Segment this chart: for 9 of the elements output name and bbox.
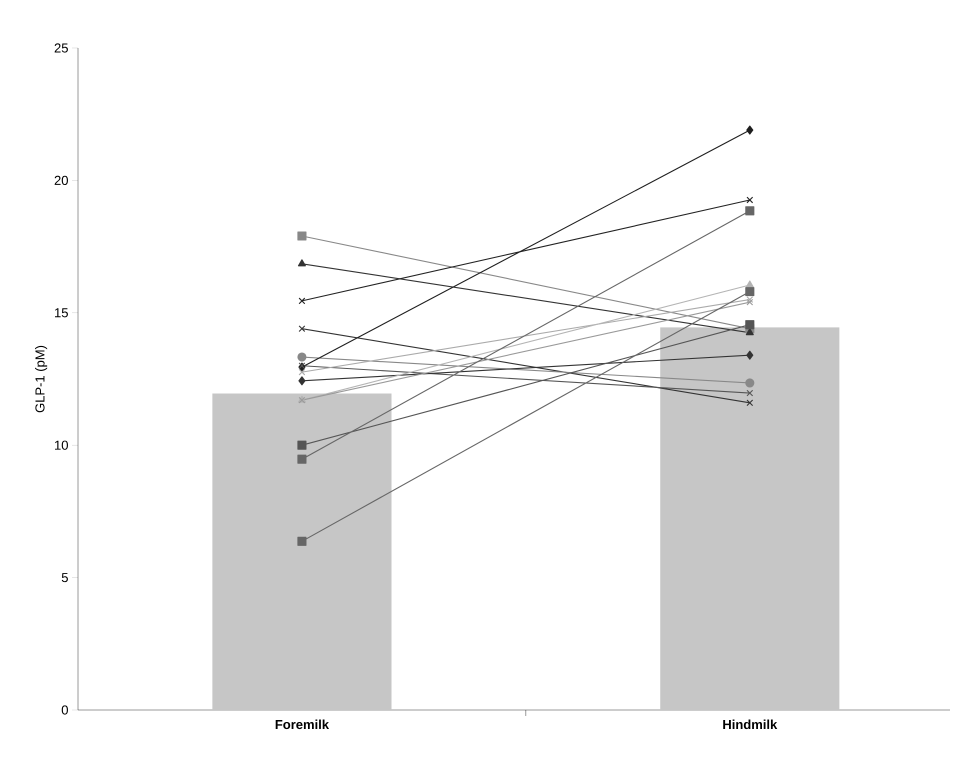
y-tick-label: 25	[54, 43, 68, 53]
y-tick-label: 15	[55, 308, 68, 318]
y-tick-label: 5	[62, 573, 68, 582]
y-tick-label: 20	[54, 176, 68, 185]
x-tick-label: Hindmilk	[723, 720, 778, 730]
y-tick-label: 10	[55, 440, 68, 450]
x-tick-label: Foremilk	[276, 720, 330, 730]
y-axis-title: GLP-1 (pM)	[35, 346, 48, 412]
y-tick-label: 0	[62, 705, 68, 715]
